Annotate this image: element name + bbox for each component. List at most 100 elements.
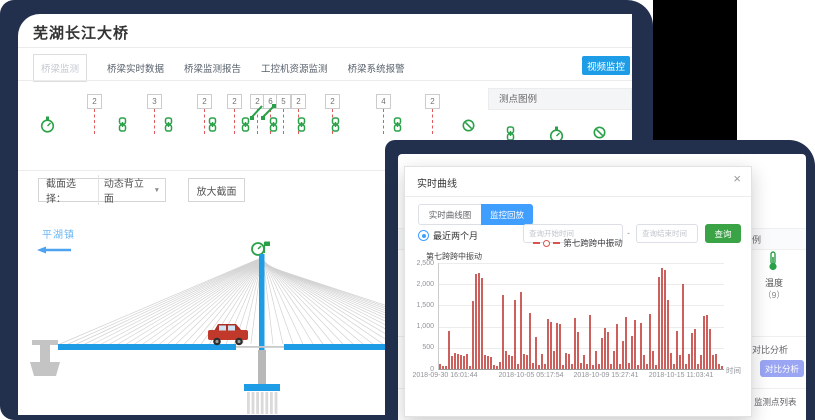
- sensor-count-badge: 2: [291, 94, 306, 109]
- chart-bar: [721, 366, 723, 369]
- chart-bar: [553, 351, 555, 369]
- chart-bar: [517, 363, 519, 369]
- chart-bar: [526, 355, 528, 369]
- legend-circle-icon: [543, 239, 551, 247]
- chart-bar: [682, 283, 684, 369]
- page-title: 芜湖长江大桥: [33, 25, 130, 42]
- chart-bar: [586, 363, 588, 369]
- temperature-count: （9）: [763, 290, 785, 300]
- video-monitor-button[interactable]: 视频监控: [582, 56, 630, 75]
- chain-sensor-icon[interactable]: [268, 117, 279, 137]
- sensor-dashed-line: [204, 109, 205, 134]
- chart-bar: [466, 354, 468, 369]
- partial-header-text: 例: [752, 235, 762, 245]
- left-pier: [30, 340, 60, 376]
- main-tab-桥梁监测报告[interactable]: 桥梁监测报告: [184, 64, 242, 75]
- compare-analysis-header: 对比分析: [752, 345, 789, 355]
- chart-bar: [628, 363, 630, 369]
- chain-sensor-icon[interactable]: [296, 117, 307, 137]
- query-start-input[interactable]: [523, 224, 623, 243]
- chart-bar: [661, 268, 663, 369]
- chart-bar: [655, 365, 657, 369]
- main-tab-桥梁监测[interactable]: 桥梁监测: [33, 54, 88, 82]
- range-radio-label: 最近两个月: [433, 231, 479, 241]
- main-tab-桥梁系统报警[interactable]: 桥梁系统报警: [347, 64, 405, 75]
- chart-bar: [604, 328, 606, 369]
- main-tab-工控机资源监测[interactable]: 工控机资源监测: [261, 64, 328, 75]
- chart-bar: [451, 356, 453, 369]
- x-axis-title: 时间: [726, 366, 741, 375]
- temperature-label[interactable]: 温度: [764, 278, 783, 288]
- chart-bar: [607, 332, 609, 369]
- brace-sensor-icon[interactable]: [250, 104, 276, 125]
- legend-line-icon: [533, 242, 541, 244]
- sensor-dashed-line: [283, 109, 284, 134]
- chart-bar: [538, 365, 540, 369]
- sensor-count-badge: 2: [425, 94, 440, 109]
- chart-bar: [625, 316, 627, 369]
- chart-bar: [634, 319, 636, 369]
- chart-bar: [457, 354, 459, 369]
- chart-plot-area: [438, 263, 724, 370]
- query-end-input[interactable]: [636, 224, 698, 243]
- tower-top-gauge-icon: [250, 240, 271, 262]
- chart-bar: [535, 336, 537, 369]
- chart-bar: [532, 362, 534, 369]
- gauge-sensor-icon[interactable]: [40, 116, 55, 138]
- compare-analysis-button[interactable]: 对比分析: [760, 360, 804, 377]
- tab-realtime-curve[interactable]: 实时曲线图: [418, 204, 482, 225]
- gridline: [439, 347, 724, 349]
- left-arrow-icon: [37, 241, 73, 259]
- bar-series: [439, 263, 724, 369]
- chart-bar: [562, 365, 564, 369]
- range-radio[interactable]: [418, 230, 429, 241]
- chart-bar: [460, 355, 462, 369]
- sensor-count-badge: 2: [325, 94, 340, 109]
- chart-legend: 第七跨跨中振动: [405, 237, 751, 249]
- sensor-count-badge: 2: [227, 94, 242, 109]
- chain-sensor-icon[interactable]: [207, 117, 218, 137]
- main-tab-桥梁实时数据[interactable]: 桥梁实时数据: [107, 64, 165, 75]
- tower-foundation: [244, 350, 280, 414]
- thermometer-icon: [767, 251, 779, 276]
- enlarge-section-button[interactable]: 放大截面: [188, 178, 245, 202]
- sensor-dashed-line: [94, 109, 95, 134]
- sensor-dashed-line: [383, 109, 384, 134]
- desktop-black-area: [653, 0, 737, 142]
- chart-bar: [559, 324, 561, 369]
- chart-bar: [556, 322, 558, 369]
- section-select-dropdown[interactable]: 动态背立面 ▼: [97, 175, 165, 205]
- chart-bar: [643, 355, 645, 369]
- chain-sensor-icon[interactable]: [330, 117, 341, 137]
- gridline: [439, 326, 724, 328]
- chart-bar: [703, 315, 705, 369]
- chart-bar: [550, 322, 552, 369]
- tab-monitor-playback[interactable]: 监控回放: [481, 204, 533, 225]
- chart-bar: [478, 273, 480, 369]
- chart-title: 第七跨跨中振动: [426, 252, 482, 261]
- close-icon[interactable]: ×: [733, 171, 741, 186]
- chain-sensor-icon[interactable]: [240, 117, 251, 137]
- chart-bar: [499, 362, 501, 369]
- chain-sensor-icon[interactable]: [163, 117, 174, 137]
- section-select: 截面选择： 动态背立面 ▼: [38, 175, 166, 205]
- y-tick-label: 2,000: [416, 280, 434, 288]
- ban-sensor-icon: [593, 126, 606, 144]
- sensor-dashed-line: [432, 109, 433, 134]
- chart-bar: [523, 354, 525, 369]
- chart-bar: [652, 351, 654, 369]
- chain-sensor-icon[interactable]: [392, 117, 403, 137]
- chart-bar: [592, 365, 594, 369]
- chart-bar: [616, 324, 618, 369]
- chart-bar: [448, 330, 450, 369]
- chart-bar: [445, 365, 447, 369]
- ban-sensor-icon[interactable]: [462, 119, 475, 137]
- chain-sensor-icon[interactable]: [117, 117, 128, 137]
- chart-bar: [484, 355, 486, 369]
- sensor-dashed-line: [234, 109, 235, 134]
- chart-bar: [673, 363, 675, 369]
- query-button[interactable]: 查询: [705, 224, 741, 243]
- chart-bar: [601, 338, 603, 369]
- chart-bar: [613, 351, 615, 369]
